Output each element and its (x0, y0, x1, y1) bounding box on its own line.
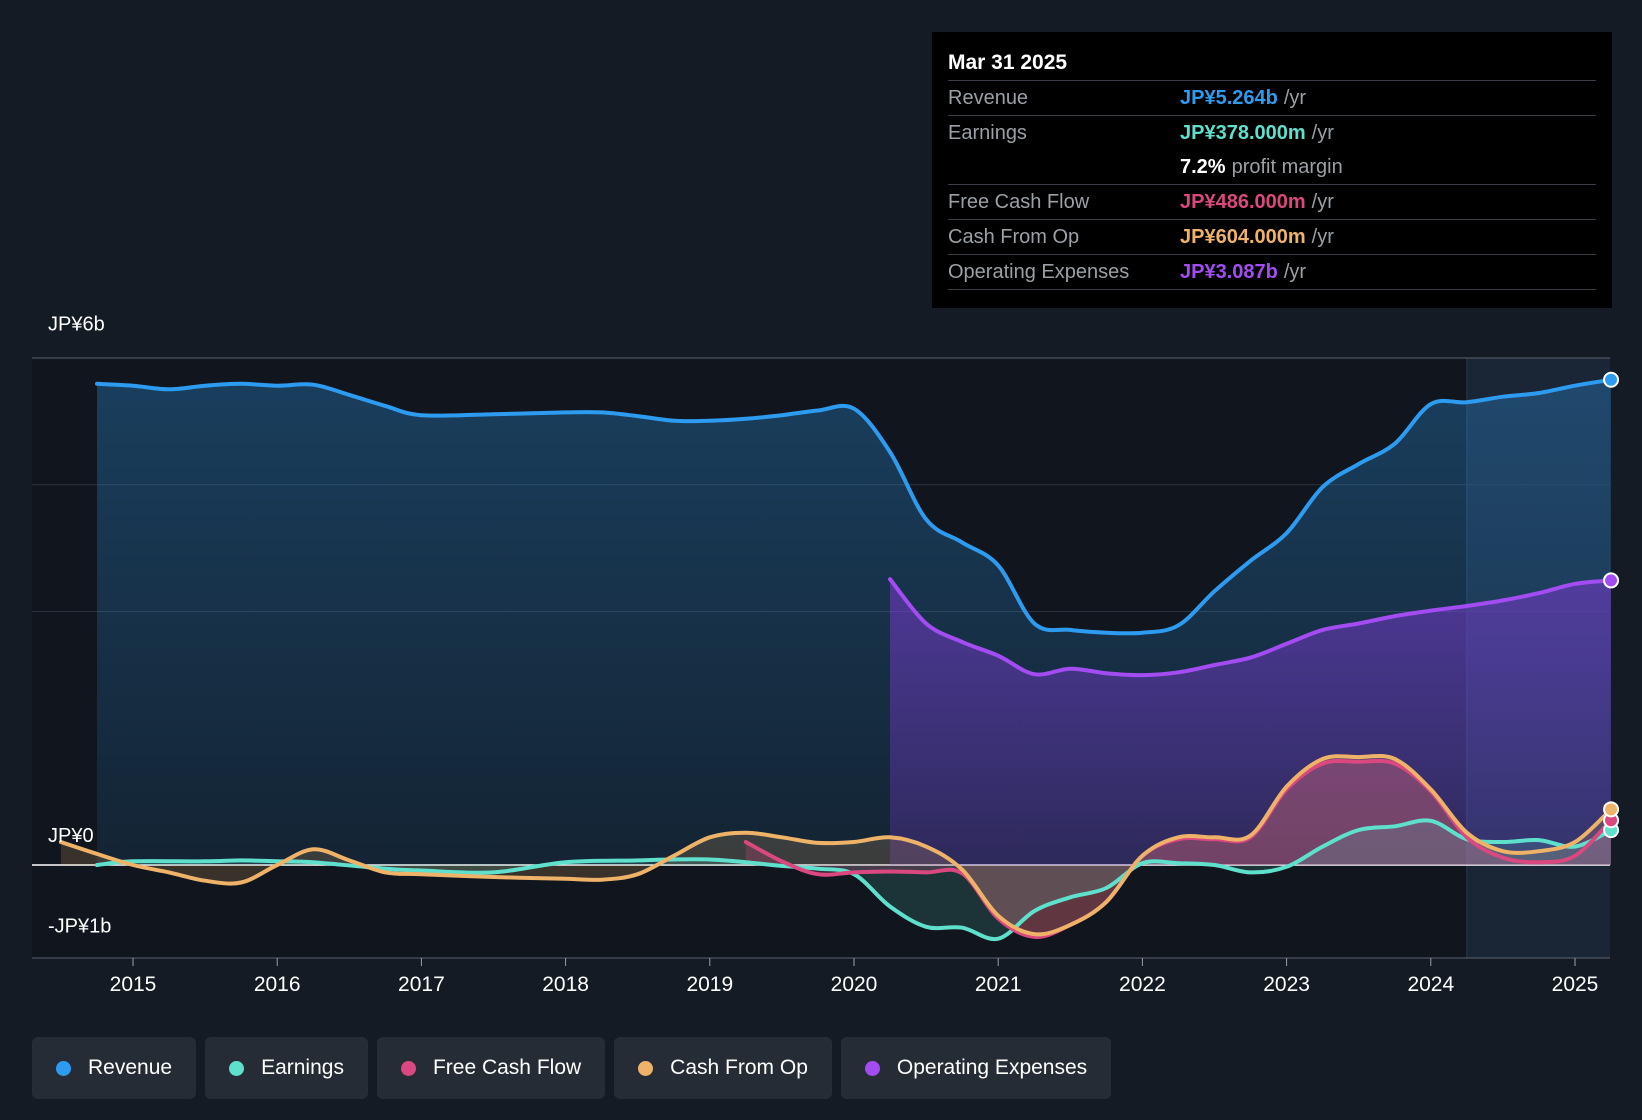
tooltip-label: Earnings (948, 122, 1027, 144)
x-tick-label: 2016 (254, 973, 301, 996)
x-tick-label: 2015 (110, 973, 157, 996)
x-tick-label: 2024 (1407, 973, 1454, 996)
cash-from-op-area (60, 755, 1611, 935)
legend-dot-icon (638, 1060, 654, 1076)
tooltip-unit: profit margin (1231, 156, 1343, 178)
operating-expenses-end-marker (1603, 572, 1620, 589)
tooltip-label: Operating Expenses (948, 261, 1130, 283)
tooltip-value: JP¥486.000m (1180, 191, 1306, 213)
x-tick-label: 2020 (831, 973, 878, 996)
tooltip-value: JP¥604.000m (1180, 226, 1306, 248)
free-cash-flow-area (745, 760, 1611, 938)
x-tick-label: 2019 (686, 973, 733, 996)
legend-label: Earnings (261, 1056, 344, 1079)
tooltip-value: 7.2% (1180, 156, 1226, 178)
tooltip-row-cfo: Cash From Op JP¥604.000m /yr (948, 220, 1596, 255)
tooltip-unit: /yr (1283, 87, 1307, 109)
operating-expenses-line (888, 577, 1613, 678)
tooltip-row-profit-margin: 7.2% profit margin (948, 150, 1596, 185)
tooltip-value: JP¥5.264b (1180, 87, 1278, 109)
x-tick-label: 2018 (542, 973, 589, 996)
tooltip-label (948, 150, 1180, 184)
tooltip-value: JP¥3.087b (1180, 261, 1278, 283)
cash-from-op-line (58, 754, 1613, 937)
revenue-end-marker (1603, 371, 1620, 388)
tooltip-row-fcf: Free Cash Flow JP¥486.000m /yr (948, 185, 1596, 220)
tooltip-row-opex: Operating Expenses JP¥3.087b /yr (948, 255, 1596, 290)
tooltip-unit: /yr (1311, 226, 1334, 248)
legend-dot-icon (56, 1060, 71, 1076)
tooltip-panel: Mar 31 2025 Revenue JP¥5.264b /yr Earnin… (932, 32, 1612, 308)
tooltip-value: JP¥378.000m (1180, 122, 1306, 144)
legend-item-operating-expenses[interactable]: Operating Expenses (840, 1037, 1112, 1099)
y-axis-label: -JP¥1b (48, 915, 111, 937)
legend-item-free-cash-flow[interactable]: Free Cash Flow (376, 1037, 606, 1099)
tooltip-label: Cash From Op (948, 226, 1080, 248)
tooltip-label: Free Cash Flow (948, 191, 1090, 213)
legend: Revenue Earnings Free Cash Flow Cash Fro… (32, 1037, 1120, 1099)
legend-label: Operating Expenses (896, 1056, 1088, 1079)
legend-label: Free Cash Flow (432, 1056, 582, 1079)
legend-dot-icon (229, 1060, 245, 1076)
legend-item-revenue[interactable]: Revenue (32, 1037, 197, 1099)
legend-dot-icon (400, 1060, 416, 1076)
earnings-line (95, 818, 1613, 942)
tooltip-row-revenue: Revenue JP¥5.264b /yr (948, 81, 1596, 116)
revenue-line (95, 377, 1613, 636)
x-tick-label: 2023 (1263, 973, 1310, 996)
y-axis-label: JP¥6b (48, 313, 105, 335)
legend-item-cash-from-op[interactable]: Cash From Op (614, 1037, 832, 1099)
tooltip-unit: /yr (1283, 261, 1307, 283)
tooltip-label: Revenue (948, 87, 1029, 109)
tooltip-row-earnings: Earnings JP¥378.000m /yr (948, 116, 1596, 150)
x-tick-label: 2022 (1119, 973, 1166, 996)
legend-item-earnings[interactable]: Earnings (205, 1037, 368, 1099)
tooltip-unit: /yr (1311, 191, 1334, 213)
x-tick-label: 2017 (398, 973, 445, 996)
legend-dot-icon (864, 1060, 880, 1076)
cash-from-op-end-marker (1603, 801, 1620, 818)
y-axis-label: JP¥0 (48, 825, 94, 847)
legend-label: Revenue (88, 1056, 173, 1079)
legend-label: Cash From Op (670, 1056, 808, 1079)
tooltip-date: Mar 31 2025 (948, 46, 1596, 81)
x-tick-label: 2025 (1552, 973, 1599, 996)
tooltip-unit: /yr (1311, 122, 1334, 144)
x-tick-label: 2021 (975, 973, 1022, 996)
